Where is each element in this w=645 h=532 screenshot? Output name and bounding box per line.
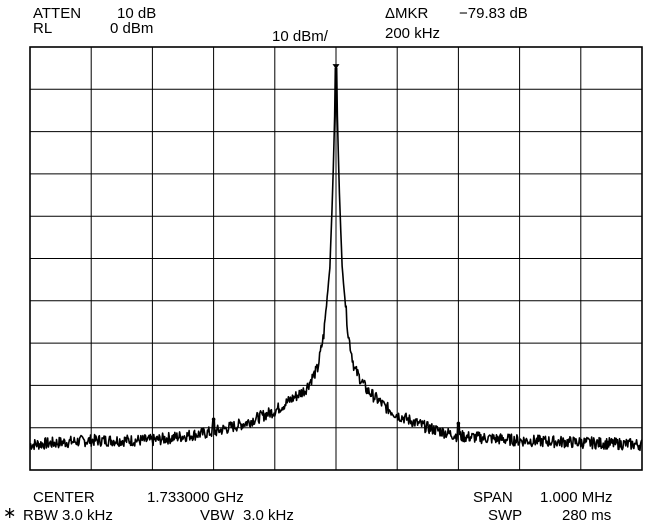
vbw-label: VBW <box>200 507 235 524</box>
marker-freq: 200 kHz <box>385 25 441 42</box>
spur-point <box>211 417 216 422</box>
marker-value: −79.83 dB <box>459 5 528 22</box>
vbw-value: 3.0 kHz <box>243 507 294 524</box>
center-label: CENTER <box>33 489 95 506</box>
center-value: 1.733000 GHz <box>147 489 244 506</box>
plot-frame <box>29 46 643 471</box>
rl-label: RL <box>33 20 53 37</box>
rl-value: 0 dBm <box>110 20 154 37</box>
rbw-value: 3.0 kHz <box>62 507 113 524</box>
span-label: SPAN <box>473 489 513 506</box>
swp-label: SWP <box>488 507 523 524</box>
scale-label: 10 dBm/ <box>272 28 328 45</box>
marker-triangle-icon <box>332 64 340 70</box>
swp-value: 280 ms <box>562 507 612 524</box>
marker-label: ΔMKR <box>385 5 429 22</box>
asterisk-icon: ∗ <box>3 505 17 522</box>
span-value: 1.000 MHz <box>540 489 613 506</box>
spur-point <box>456 421 461 426</box>
atten-value: 10 dB <box>117 5 157 22</box>
rbw-label: RBW <box>23 507 58 524</box>
atten-label: ATTEN <box>33 5 82 22</box>
